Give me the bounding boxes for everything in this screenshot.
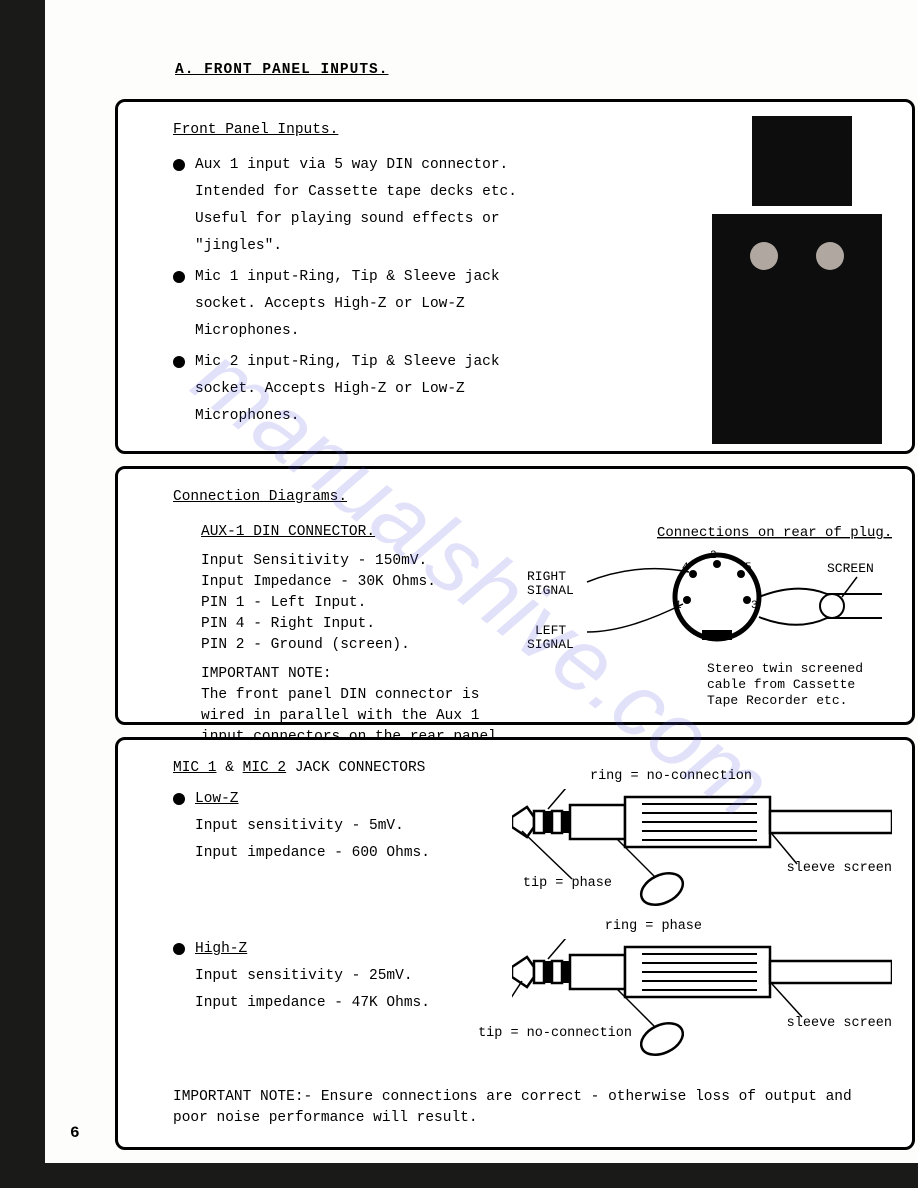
ring-label: ring = phase	[605, 917, 702, 937]
amp-label: &	[217, 760, 243, 776]
aux-heading-rest: DIN CONNECTOR.	[245, 524, 376, 540]
lowz-row: Low-Z Input sensitivity - 5mV. Input imp…	[173, 789, 892, 919]
manual-page: manualshive.com A. FRONT PANEL INPUTS. F…	[0, 0, 918, 1188]
panel2-title: Connection Diagrams.	[173, 487, 892, 508]
lowz-title: Low-Z	[195, 789, 239, 810]
bullet-lead: Aux 1 input via 5 way DIN connector.	[195, 155, 508, 176]
page-inner: A. FRONT PANEL INPUTS. Front Panel Input…	[45, 0, 918, 1163]
bullet-icon	[173, 356, 185, 368]
aux-heading-under: AUX-1	[201, 524, 245, 540]
svg-text:Stereo twin screened: Stereo twin screened	[707, 661, 863, 676]
mic2-label: MIC 2	[243, 760, 287, 776]
svg-text:3: 3	[751, 600, 758, 612]
bullet-icon	[173, 271, 185, 283]
svg-text:SCREEN: SCREEN	[827, 561, 874, 576]
diagram-title: Connections on rear of plug.	[657, 525, 892, 541]
jack-diagram-highz	[512, 939, 892, 1069]
svg-text:SIGNAL: SIGNAL	[527, 637, 574, 652]
panel-jack-connectors: MIC 1 & MIC 2 JACK CONNECTORS Low-Z Inpu…	[115, 737, 915, 1150]
important-note: IMPORTANT NOTE:- Ensure connections are …	[173, 1087, 892, 1129]
jack-heading-rest: JACK CONNECTORS	[286, 760, 425, 776]
svg-text:cable from Cassette: cable from Cassette	[707, 677, 855, 692]
ring-label: ring = no-connection	[590, 767, 752, 787]
svg-text:2: 2	[710, 550, 717, 562]
bullet-lead: Mic 1 input-Ring, Tip & Sleeve jack	[195, 267, 500, 288]
bullet-icon	[173, 943, 185, 955]
photo-mic-inputs	[712, 214, 882, 444]
bullet-icon	[173, 159, 185, 171]
svg-text:Tape Recorder etc.: Tape Recorder etc.	[707, 693, 847, 708]
panel-front-inputs: Front Panel Inputs. Aux 1 input via 5 wa…	[115, 99, 915, 454]
highz-title: High-Z	[195, 939, 247, 960]
mic1-label: MIC 1	[173, 760, 217, 776]
svg-text:5: 5	[745, 562, 752, 574]
page-number: 6	[70, 1122, 80, 1145]
svg-text:RIGHT: RIGHT	[527, 569, 566, 584]
bullet-lead: Mic 2 input-Ring, Tip & Sleeve jack	[195, 352, 500, 373]
jack-diagram-lowz	[512, 789, 892, 919]
photo-aux-input	[752, 116, 852, 206]
section-heading: A. FRONT PANEL INPUTS.	[175, 60, 918, 81]
bullet-icon	[173, 793, 185, 805]
highz-row: High-Z Input sensitivity - 25mV. Input i…	[173, 939, 892, 1069]
mic-heading: MIC 1 & MIC 2 JACK CONNECTORS	[173, 758, 892, 779]
svg-text:SIGNAL: SIGNAL	[527, 583, 574, 598]
din-connector-diagram: Connections on rear of plug. 2 4 5 1 3	[527, 522, 892, 712]
aux-diagram-row: AUX-1 DIN CONNECTOR. Input Sensitivity -…	[173, 522, 892, 712]
panel-connection-diagrams: Connection Diagrams. AUX-1 DIN CONNECTOR…	[115, 466, 915, 725]
svg-text:LEFT: LEFT	[535, 623, 566, 638]
